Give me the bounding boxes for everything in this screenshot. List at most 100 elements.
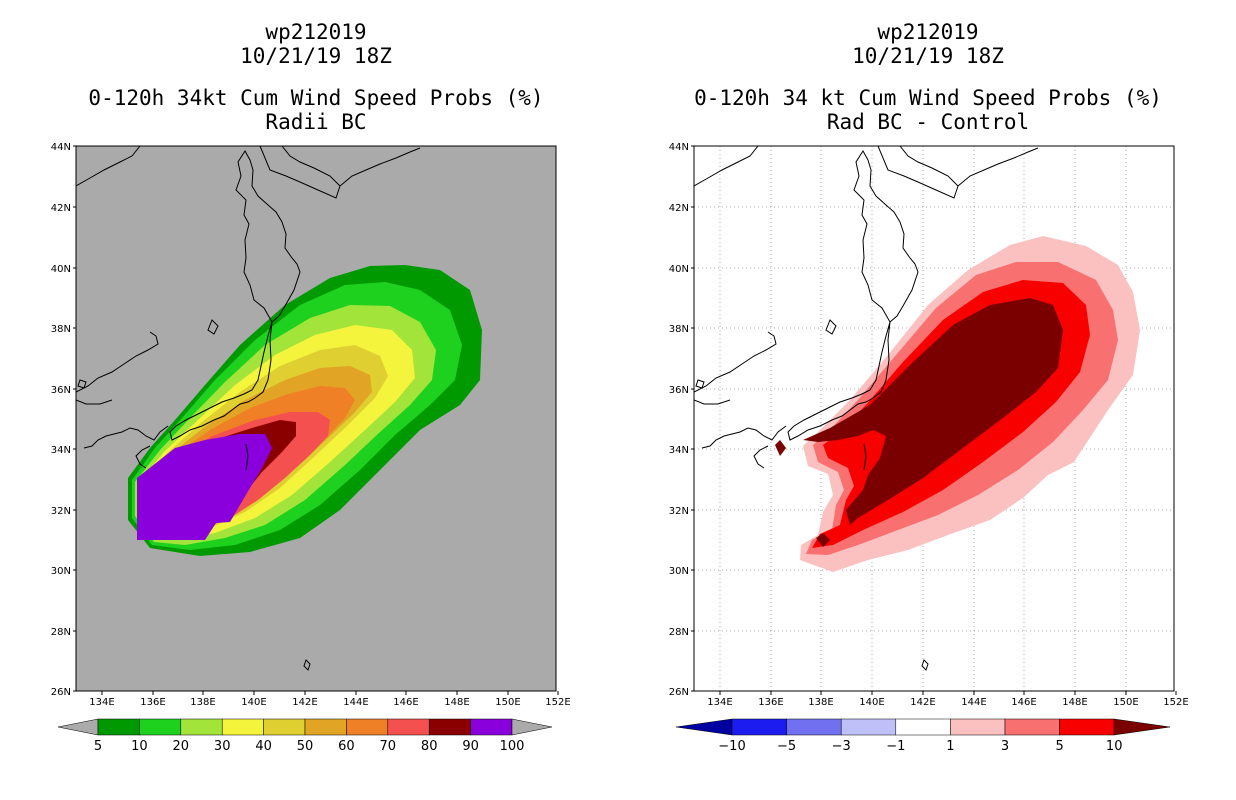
lat-label: 38N: [51, 324, 71, 335]
colorbar-swatch: [346, 718, 389, 736]
colorbar-label: 30: [214, 739, 231, 754]
lon-label: 136E: [758, 697, 783, 708]
right-colorbar: −10 −5 −3 −1 1 3 5 10: [675, 718, 1171, 754]
left-title-subtitle: Radii BC: [265, 110, 367, 134]
lat-label: 32N: [51, 506, 71, 517]
colorbar-label: 70: [380, 739, 397, 754]
colorbar-label: 10: [131, 739, 148, 754]
left-map: 44N 42N 40N 38N 36N 34N 32N 30N 28N 26N 134E 136E 13…: [51, 142, 571, 708]
lat-label: 40N: [51, 264, 71, 275]
right-map: 44N 42N 40N 38N 36N 34N 32N 30N 28N 26N 134E 136E 13…: [669, 142, 1189, 708]
lat-label: 28N: [51, 627, 71, 638]
colorbar-swatch: [840, 718, 897, 736]
right-title-storm: wp212019: [877, 20, 979, 44]
lat-label: 44N: [669, 142, 689, 153]
lon-label: 140E: [859, 697, 884, 708]
lon-label: 138E: [190, 697, 215, 708]
right-axis-ticks: 44N 42N 40N 38N 36N 34N 32N 30N 28N 26N 134E 136E 13…: [669, 142, 1189, 708]
lon-label: 148E: [444, 697, 469, 708]
right-title-date: 10/21/19 18Z: [852, 44, 1004, 68]
colorbar-swatch: [263, 718, 306, 736]
lon-label: 144E: [961, 697, 986, 708]
lat-label: 38N: [669, 324, 689, 335]
left-title-product: 0-120h 34kt Cum Wind Speed Probs (%): [88, 86, 544, 110]
colorbar-swatch: [1059, 718, 1115, 736]
left-colorbar-swatches: [97, 718, 513, 736]
right-colorbar-swatches: [731, 718, 1115, 736]
lon-label: 150E: [1113, 697, 1138, 708]
right-title-subtitle: Rad BC - Control: [826, 110, 1030, 134]
lon-label: 148E: [1062, 697, 1087, 708]
colorbar-swatch: [786, 718, 842, 736]
colorbar-label: 5: [1055, 739, 1063, 754]
left-axis-ticks: 44N 42N 40N 38N 36N 34N 32N 30N 28N 26N 134E 136E 13…: [51, 142, 571, 708]
lat-label: 26N: [51, 687, 71, 698]
lon-label: 142E: [910, 697, 935, 708]
lat-label: 32N: [669, 506, 689, 517]
colorbar-swatch: [180, 718, 223, 736]
left-probability-contours: [128, 265, 482, 556]
left-title: wp212019 10/21/19 18Z 0-120h 34kt Cum Wi…: [16, 20, 616, 134]
lon-label: 142E: [292, 697, 317, 708]
lon-label: 152E: [1163, 697, 1188, 708]
lat-label: 34N: [669, 445, 689, 456]
right-colorbar-under-arrow: [675, 718, 733, 736]
colorbar-label: −1: [886, 739, 905, 754]
lat-label: 28N: [669, 627, 689, 638]
colorbar-swatch: [428, 718, 471, 736]
lat-label: 26N: [669, 687, 689, 698]
left-colorbar-over-arrow: [511, 718, 553, 736]
lon-label: 144E: [343, 697, 368, 708]
lon-label: 138E: [808, 697, 833, 708]
lon-label: 146E: [1011, 697, 1036, 708]
diff-contour-10-main: [803, 298, 1063, 525]
colorbar-swatch: [470, 718, 513, 736]
right-colorbar-labels: −10 −5 −3 −1 1 3 5 10: [718, 739, 1122, 754]
colorbar-swatch: [387, 718, 430, 736]
colorbar-swatch: [950, 718, 1006, 736]
colorbar-label: 10: [1106, 739, 1123, 754]
left-colorbar: 5 10 20 30 40 50 60 70 80 90 100: [57, 718, 553, 754]
colorbar-label: 1: [946, 739, 954, 754]
contour-90: [137, 434, 272, 540]
colorbar-swatch: [304, 718, 347, 736]
colorbar-label: 5: [94, 739, 102, 754]
colorbar-label: 3: [1001, 739, 1009, 754]
lat-label: 42N: [51, 203, 71, 214]
colorbar-label: 90: [462, 739, 479, 754]
colorbar-swatch: [221, 718, 264, 736]
left-colorbar-labels: 5 10 20 30 40 50 60 70 80 90 100: [94, 739, 525, 754]
lat-label: 30N: [51, 566, 71, 577]
right-colorbar-over-arrow: [1113, 718, 1171, 736]
left-colorbar-under-arrow: [57, 718, 99, 736]
colorbar-label: 80: [421, 739, 438, 754]
lon-label: 152E: [545, 697, 570, 708]
colorbar-label: 40: [255, 739, 272, 754]
lon-label: 146E: [393, 697, 418, 708]
colorbar-swatch: [731, 718, 787, 736]
lon-label: 150E: [495, 697, 520, 708]
lat-label: 36N: [669, 385, 689, 396]
colorbar-label: 50: [297, 739, 314, 754]
lat-label: 44N: [51, 142, 71, 153]
lon-label: 134E: [89, 697, 114, 708]
right-title-product: 0-120h 34 kt Cum Wind Speed Probs (%): [694, 86, 1162, 110]
colorbar-swatch: [1004, 718, 1060, 736]
lon-label: 134E: [707, 697, 732, 708]
colorbar-label: 100: [500, 739, 525, 754]
lat-label: 42N: [669, 203, 689, 214]
colorbar-swatch: [97, 718, 140, 736]
colorbar-label: −10: [718, 739, 745, 754]
left-title-date: 10/21/19 18Z: [240, 44, 392, 68]
lon-label: 140E: [241, 697, 266, 708]
left-title-storm: wp212019: [265, 20, 367, 44]
colorbar-label: 60: [338, 739, 355, 754]
diff-contour-10-spot-a: [775, 440, 786, 456]
diff-contour-10-spot-b: [816, 533, 830, 547]
lat-label: 36N: [51, 385, 71, 396]
right-title: wp212019 10/21/19 18Z 0-120h 34 kt Cum W…: [628, 20, 1228, 134]
lat-label: 40N: [669, 264, 689, 275]
lat-label: 30N: [669, 566, 689, 577]
colorbar-swatch: [139, 718, 182, 736]
